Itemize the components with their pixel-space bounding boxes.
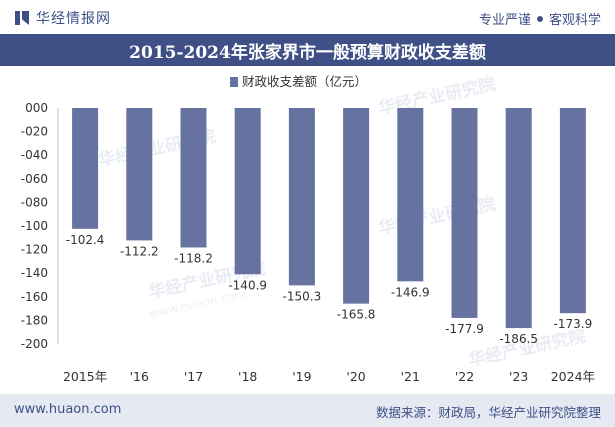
chart-area: 华经产业研究院 华经产业研究院 华经产业研究院 华经产业研究院 华经产业研究院 www.h… [0,66,615,390]
data-label: -177.9 [445,322,484,336]
bar [180,108,207,248]
data-label: -118.2 [174,251,213,265]
bullet-dot-icon [536,15,543,22]
data-label: -186.5 [499,332,538,346]
x-tick-label: '17 [184,369,203,384]
data-label: -102.4 [66,233,105,247]
x-tick-label: '19 [292,369,311,384]
legend-swatch [230,77,238,87]
watermark-text: 华经产业研究院 [377,74,498,119]
top-bar: 华经情报网 专业严谨 客观科学 [0,0,615,34]
data-label: -150.3 [283,289,322,303]
y-tick-label: -060 [21,172,48,186]
y-tick-label: 000 [25,101,48,115]
brand-logo-icon [14,10,30,26]
footer-source: 数据来源：财政局，华经产业研究院整理 [375,405,601,420]
data-label: -146.9 [391,285,430,299]
x-tick-label: '21 [401,369,420,384]
brand-name: 华经情报网 [36,11,111,27]
footer-bar: www.huaon.com 数据来源：财政局，华经产业研究院整理 [0,394,615,427]
chart-title: 2015-2024年张家界市一般预算财政收支差额 [129,42,486,63]
bar [72,108,99,229]
tagline-left: 专业严谨 [478,13,531,28]
footer-website[interactable]: www.huaon.com [14,402,122,417]
bar [288,108,315,286]
title-bar: 2015-2024年张家界市一般预算财政收支差额 [0,34,615,66]
y-tick-label: -040 [21,148,48,162]
data-label: -140.9 [228,278,267,292]
y-tick-label: -200 [21,337,48,351]
bar [559,108,586,314]
watermark-text: 华经产业研究院 [377,194,498,239]
bar [397,108,424,282]
x-tick-label: 2024年 [551,369,595,384]
bar [343,108,370,304]
brand-logo[interactable]: 华经情报网 [14,8,111,28]
y-tick-label: -180 [21,313,48,327]
bar [126,108,153,241]
tagline-right: 客观科学 [548,13,601,28]
legend-label: 财政收支差额（亿元） [242,74,367,89]
x-tick-label: '23 [509,369,528,384]
y-tick-label: -160 [21,290,48,304]
x-tick-label: '18 [238,369,257,384]
y-tick-label: -140 [21,266,48,280]
data-label: -112.2 [120,244,159,258]
x-tick-label: '16 [130,369,149,384]
data-label: -173.9 [554,317,593,331]
x-tick-label: '22 [455,369,474,384]
bar-chart: 华经产业研究院华经产业研究院华经产业研究院华经产业研究院华经产业研究院www.h… [21,74,595,384]
bar [451,108,478,318]
bar [505,108,532,329]
y-tick-label: -100 [21,219,48,233]
tagline: 专业严谨 客观科学 [479,9,601,28]
x-tick-label: 2015年 [63,369,107,384]
x-tick-label: '20 [346,369,365,384]
y-tick-label: -080 [21,195,48,209]
y-tick-label: -020 [21,125,48,139]
y-tick-label: -120 [21,243,48,257]
bar [234,108,261,275]
data-label: -165.8 [337,308,376,322]
